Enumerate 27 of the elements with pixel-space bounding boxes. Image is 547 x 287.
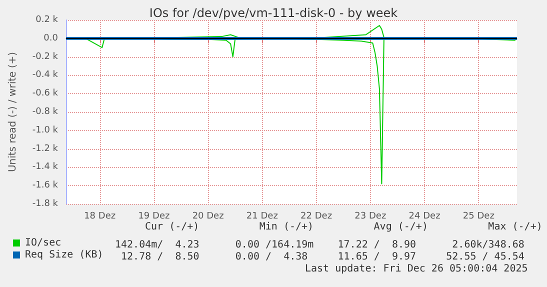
y-tick-label: 0.0	[44, 33, 58, 44]
chart-title: IOs for /dev/pve/vm-111-disk-0 - by week	[149, 6, 398, 20]
y-tick-label: -1.2 k	[32, 144, 59, 154]
y-axis-title: Units read (-) / write (+)	[8, 52, 18, 172]
y-tick-label: -1.8 k	[32, 199, 59, 209]
x-tick-label: 25 Dez	[462, 212, 495, 222]
legend-label: Req Size (KB)	[25, 250, 104, 260]
x-tick-label: 21 Dez	[246, 212, 278, 222]
y-tick-label: -0.4 k	[32, 70, 59, 80]
y-tick-label: -0.6 k	[32, 88, 59, 99]
y-tick-label: -0.2 k	[32, 52, 59, 62]
y-tick-label: -1.0 k	[32, 125, 59, 136]
y-tick-label: -1.4 k	[32, 162, 59, 172]
legend-label: IO/sec	[25, 238, 62, 248]
x-tick-label: 20 Dez	[192, 212, 224, 222]
y-tick-label: 0.2 k	[36, 15, 59, 25]
x-tick-label: 19 Dez	[138, 212, 170, 222]
text: 142.04m/ 4.23 0.00 /164.19m 17.22 / 8.90 2.60k/348.68	[115, 240, 524, 250]
text: Cur (-/+) Min (-/+) Avg (-/+) Max (-/+)	[145, 222, 542, 232]
y-tick-label: -0.8 k	[32, 107, 59, 117]
text: 12.78 / 8.50 0.00 / 4.38 11.65 / 9.97 52.55 / 45.54	[115, 252, 524, 262]
x-tick-label: 23 Dez	[354, 212, 386, 222]
x-tick-label: 24 Dez	[408, 212, 441, 222]
x-tick-label: 22 Dez	[300, 212, 332, 222]
x-tick-label: 18 Dez	[84, 212, 116, 222]
text: Last update: Fri Dec 26 05:00:04 2025	[305, 264, 528, 274]
y-tick-label: -1.6 k	[32, 180, 59, 191]
